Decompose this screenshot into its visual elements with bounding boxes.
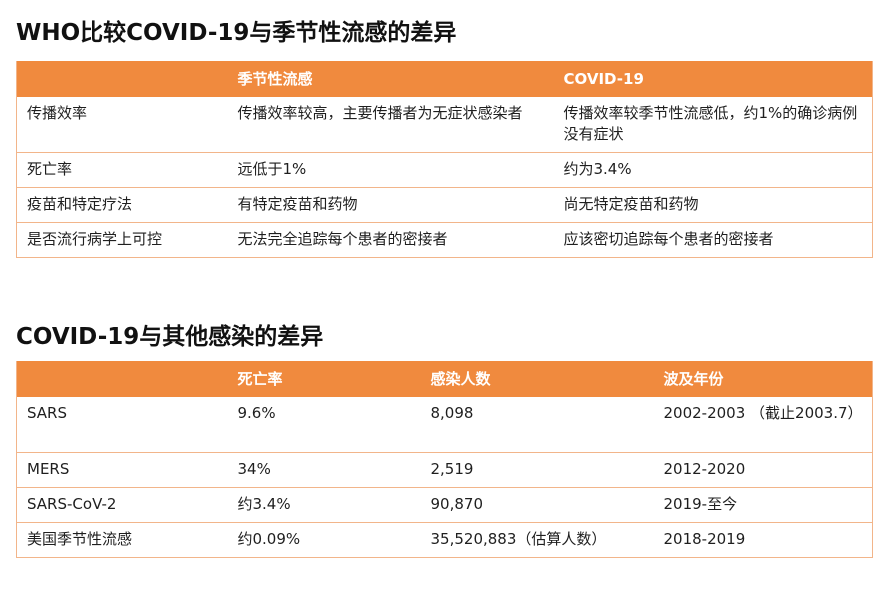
table-cell: 34%	[227, 452, 421, 488]
column-header-infections: 感染人数	[430, 369, 491, 388]
row-label: 传播效率	[16, 97, 228, 153]
table-row: 传播效率 传播效率较高，主要传播者为无症状感染者 传播效率较季节性流感低，约1%…	[16, 97, 873, 153]
row-label: MERS	[16, 452, 228, 488]
table-cell: 2,519	[420, 452, 654, 488]
row-label: 疫苗和特定疗法	[16, 187, 228, 223]
row-label: SARS-CoV-2	[16, 487, 228, 523]
table-cell: 9.6%	[227, 397, 421, 453]
table-cell: 2018-2019	[653, 522, 873, 558]
table-cell: 约为3.4%	[553, 152, 873, 188]
table-row: 死亡率 远低于1% 约为3.4%	[16, 152, 873, 188]
row-label: 是否流行病学上可控	[16, 222, 228, 258]
table-cell: 约0.09%	[227, 522, 421, 558]
table-cell: 尚无特定疫苗和药物	[553, 187, 873, 223]
section-title-other-infections: COVID-19与其他感染的差异	[16, 324, 324, 350]
table-cell: 90,870	[420, 487, 654, 523]
table-row: 美国季节性流感 约0.09% 35,520,883（估算人数） 2018-201…	[16, 522, 873, 558]
table-cell: 2019-至今	[653, 487, 873, 523]
table-cell: 无法完全追踪每个患者的密接者	[227, 222, 554, 258]
row-label: SARS	[16, 397, 228, 453]
column-header	[17, 61, 228, 97]
table-cell: 35,520,883（估算人数）	[420, 522, 654, 558]
table-cell: 2002-2003 （截止2003.7）	[653, 397, 873, 453]
who-comparison-table: 季节性流感 COVID-19 传播效率 传播效率较高，主要传播者为无症状感染者 …	[16, 61, 873, 258]
column-header-years: 波及年份	[663, 369, 724, 388]
table-row: 疫苗和特定疗法 有特定疫苗和药物 尚无特定疫苗和药物	[16, 187, 873, 223]
table-cell: 8,098	[420, 397, 654, 453]
row-label: 死亡率	[16, 152, 228, 188]
table-cell: 约3.4%	[227, 487, 421, 523]
table-cell: 传播效率较高，主要传播者为无症状感染者	[227, 97, 554, 153]
infections-comparison-table: 死亡率 感染人数 波及年份 SARS 9.6% 8,098 2002-2003 …	[16, 361, 873, 558]
table-cell: 2012-2020	[653, 452, 873, 488]
table-cell: 远低于1%	[227, 152, 554, 188]
section-title-who-comparison: WHO比较COVID-19与季节性流感的差异	[16, 20, 457, 46]
table-header-row: 季节性流感 COVID-19	[16, 61, 873, 97]
row-label: 美国季节性流感	[16, 522, 228, 558]
column-header-mortality: 死亡率	[237, 369, 283, 388]
column-header-seasonal-flu: 季节性流感	[237, 69, 313, 88]
table-row: MERS 34% 2,519 2012-2020	[16, 452, 873, 488]
table-row: 是否流行病学上可控 无法完全追踪每个患者的密接者 应该密切追踪每个患者的密接者	[16, 222, 873, 258]
table-row: SARS 9.6% 8,098 2002-2003 （截止2003.7）	[16, 397, 873, 453]
table-header-row: 死亡率 感染人数 波及年份	[16, 361, 873, 397]
column-header-covid19: COVID-19	[563, 69, 644, 88]
table-cell: 应该密切追踪每个患者的密接者	[553, 222, 873, 258]
column-header	[17, 361, 228, 397]
table-cell: 传播效率较季节性流感低，约1%的确诊病例没有症状	[553, 97, 873, 153]
table-cell: 有特定疫苗和药物	[227, 187, 554, 223]
table-row: SARS-CoV-2 约3.4% 90,870 2019-至今	[16, 487, 873, 523]
